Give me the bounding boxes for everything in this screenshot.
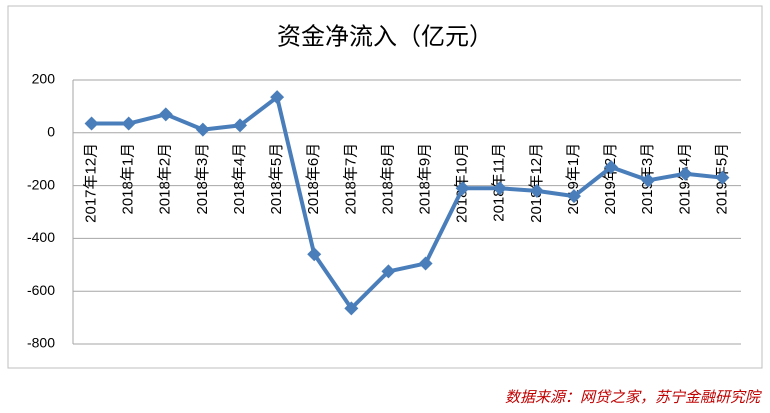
marker (233, 118, 247, 133)
marker (529, 183, 544, 198)
y-tick-label: -600 (27, 282, 55, 298)
marker (307, 247, 322, 262)
x-tick-label: 2018年1月 (120, 143, 137, 215)
x-tick-label: 2018年8月 (379, 143, 396, 215)
marker (418, 256, 433, 271)
marker (381, 264, 396, 279)
x-tick-label: 2018年4月 (231, 143, 248, 215)
x-tick-label: 2018年9月 (417, 143, 434, 215)
y-tick-label: -400 (27, 229, 55, 245)
x-tick-label: 2019年1月 (565, 143, 582, 215)
x-tick-label: 2018年3月 (194, 143, 211, 215)
x-tick-label: 2018年5月 (268, 143, 285, 215)
y-tick-label: -200 (27, 176, 55, 192)
marker (492, 181, 507, 196)
y-tick-label: 200 (32, 71, 56, 87)
chart-frame (7, 5, 763, 369)
marker (715, 170, 730, 185)
marker (121, 116, 136, 131)
marker (604, 160, 619, 175)
marker (455, 181, 470, 196)
x-tick-label: 2018年2月 (157, 143, 174, 215)
marker (344, 301, 359, 316)
marker (641, 173, 656, 188)
marker (270, 90, 285, 105)
marker (195, 122, 210, 137)
y-tick-label: 0 (47, 124, 55, 140)
marker (84, 116, 99, 131)
marker (678, 166, 693, 181)
x-tick-label: 2018年7月 (342, 143, 359, 215)
x-tick-label: 2018年12月 (528, 143, 545, 223)
marker (158, 107, 173, 122)
x-tick-label: 2018年6月 (305, 143, 322, 215)
x-tick-label: 2017年12月 (83, 143, 100, 223)
source-note: 数据来源：网贷之家，苏宁金融研究院 (505, 389, 762, 406)
x-tick-label: 2019年2月 (602, 143, 619, 215)
y-tick-label: -800 (27, 335, 55, 351)
chart-title: 资金净流入（亿元） (277, 23, 493, 51)
marker (567, 189, 581, 204)
line (91, 95, 723, 311)
